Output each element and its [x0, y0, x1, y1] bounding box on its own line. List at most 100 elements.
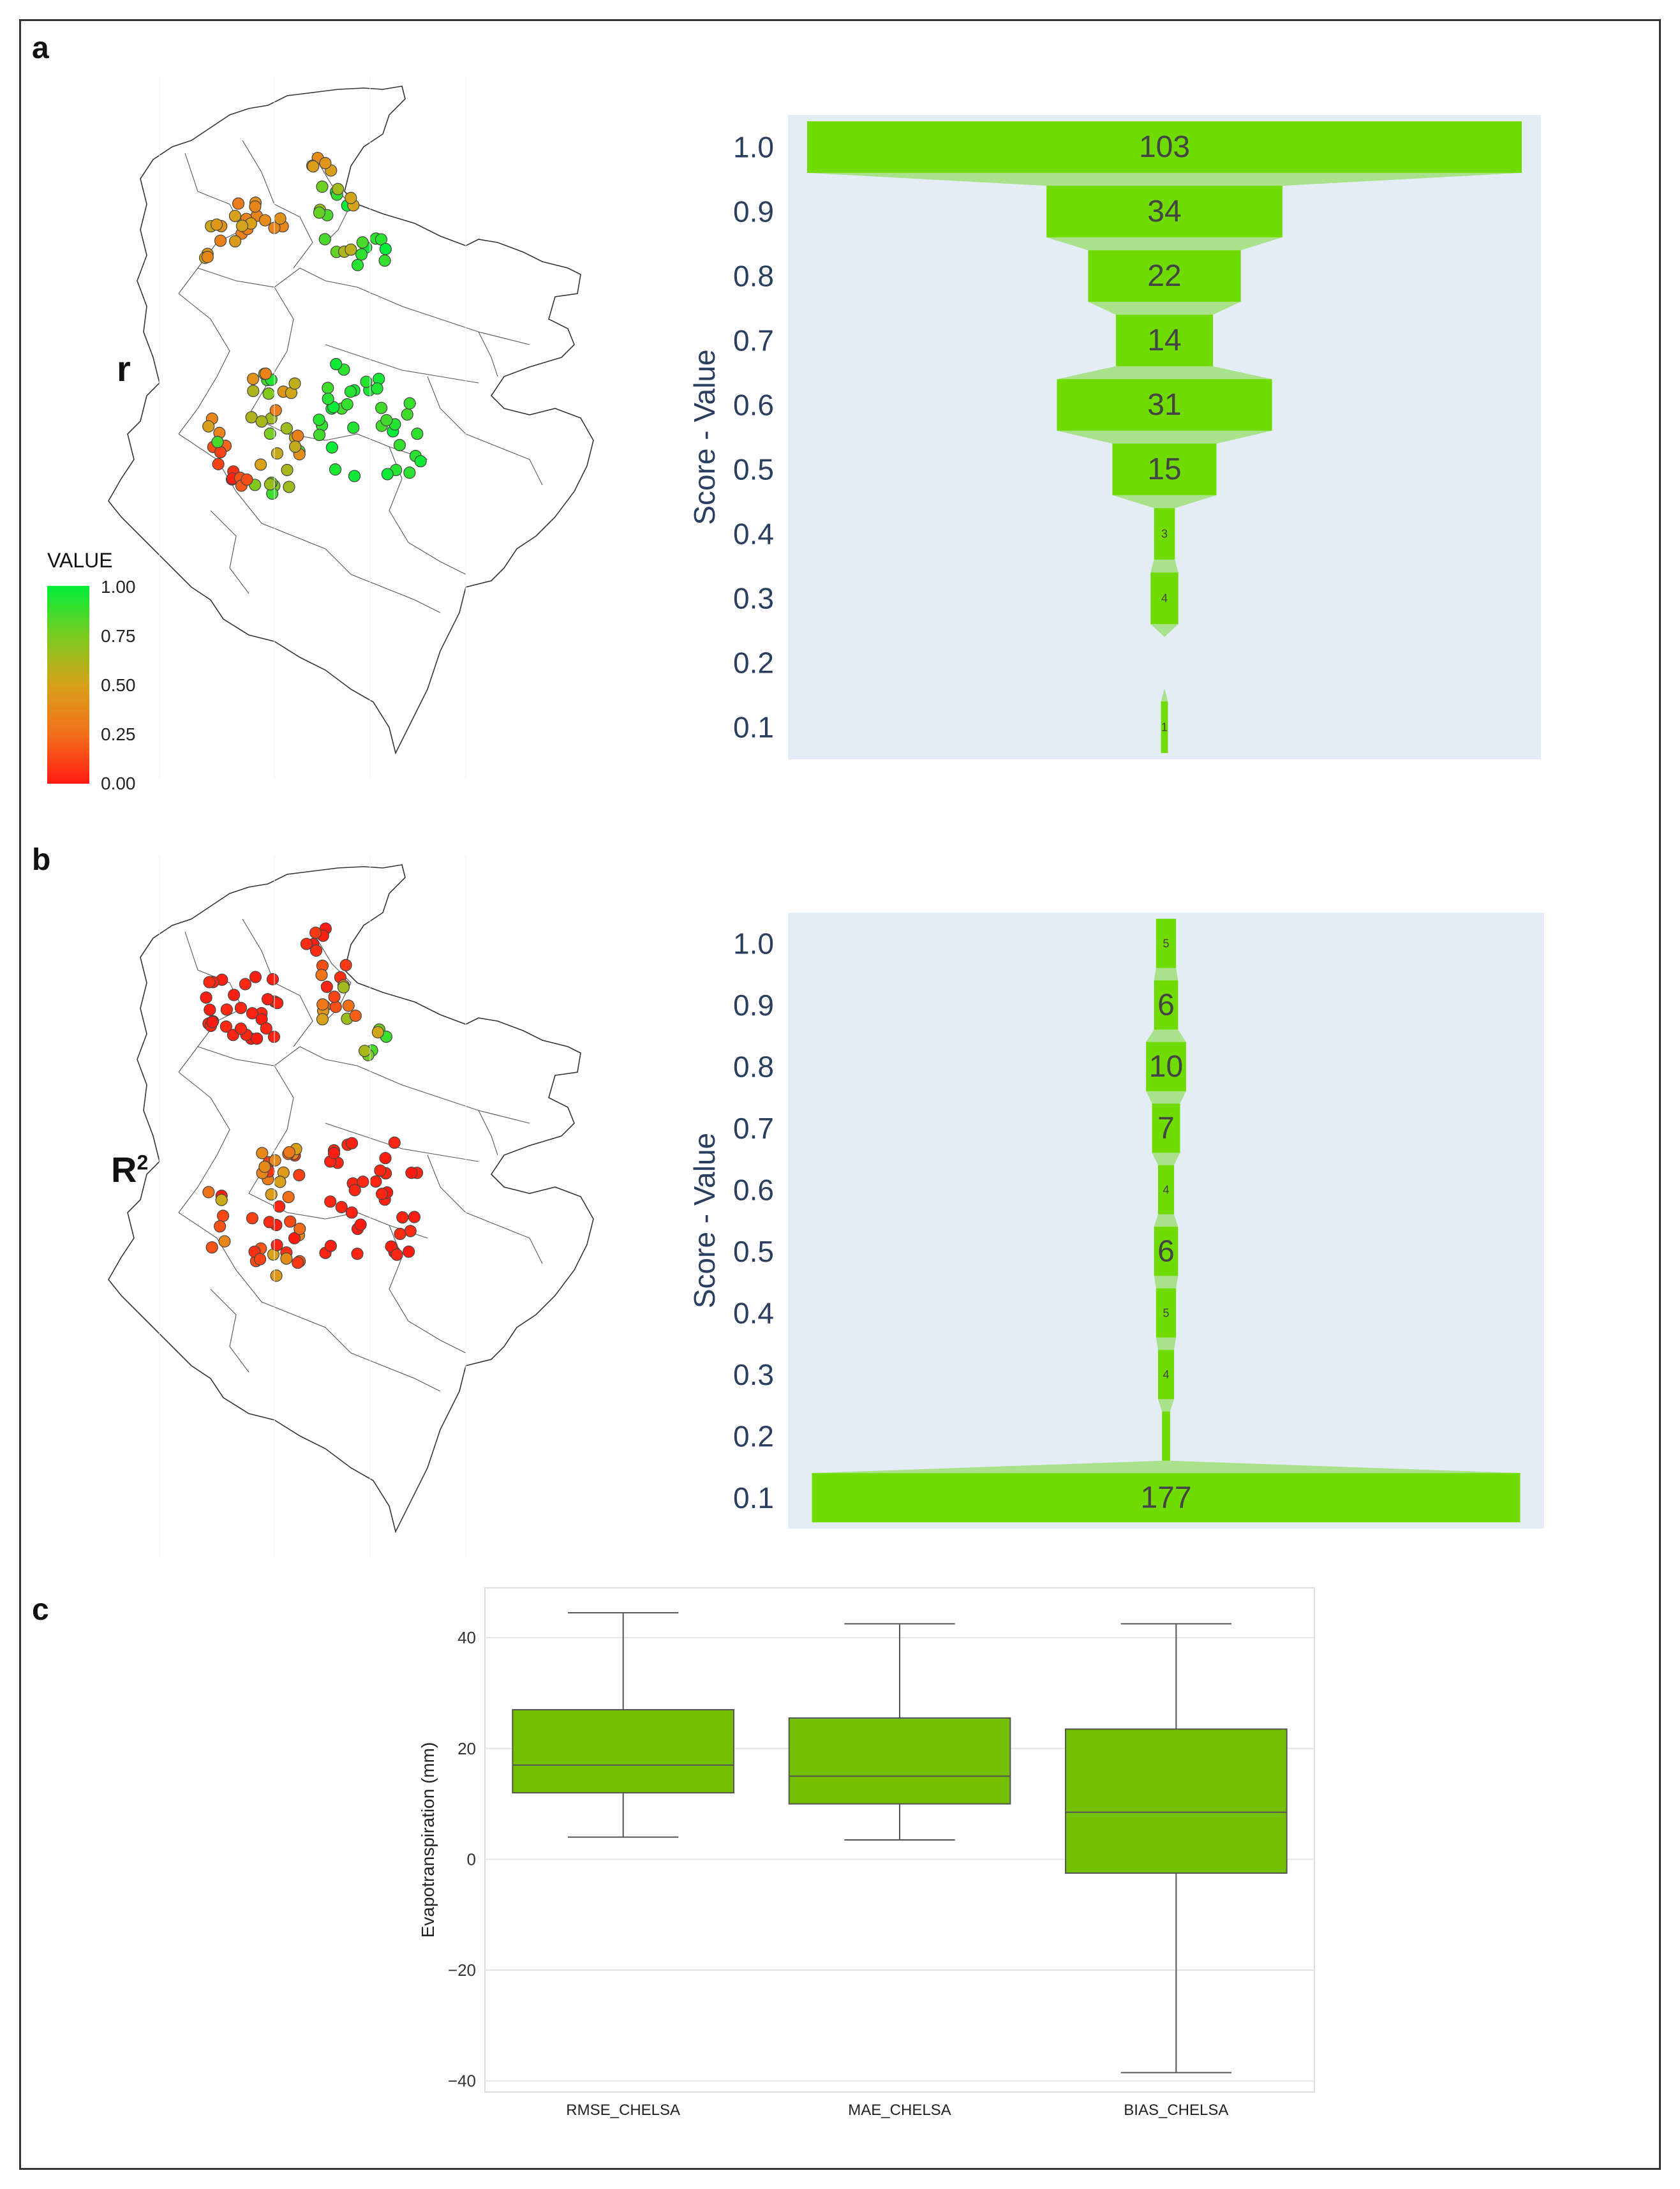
funnel-bar — [1154, 508, 1175, 560]
station-point — [319, 157, 332, 170]
station-point — [271, 1239, 283, 1251]
station-point — [214, 446, 227, 459]
funnel-category-tick: 0.8 — [733, 1050, 774, 1083]
funnel-bar — [1057, 379, 1272, 431]
funnel-bar — [1154, 980, 1178, 1030]
legend-tick: 0.00 — [101, 773, 136, 793]
station-point — [349, 1009, 362, 1022]
station-point — [315, 969, 328, 982]
station-point — [282, 1191, 295, 1204]
funnel-bar — [1115, 315, 1214, 366]
station-point — [357, 1176, 369, 1188]
station-point — [408, 1211, 421, 1223]
legend-tick: 0.75 — [101, 626, 136, 646]
funnel-bar — [812, 1473, 1520, 1523]
funnel-value-label: 5 — [1163, 937, 1169, 950]
funnel-category-tick: 0.9 — [733, 195, 774, 228]
funnel-category-tick: 0.1 — [733, 711, 774, 744]
funnel-bar — [1152, 1103, 1180, 1153]
station-point — [348, 470, 361, 482]
station-point — [234, 1022, 248, 1035]
funnel-chart-b: 5 1.0 6 0.9 10 0.8 7 0.7 4 0.6 6 0.5 5 0.4 4 0.3 0.2 177 0… — [688, 913, 1544, 1528]
station-point — [217, 1209, 230, 1222]
funnel-bar — [1161, 701, 1168, 753]
station-point — [211, 435, 224, 449]
station-point — [342, 999, 355, 1012]
station-point — [256, 1147, 269, 1160]
station-point — [235, 220, 249, 232]
box-y-tick-label: 40 — [457, 1628, 476, 1647]
station-point — [411, 428, 424, 440]
station-point — [228, 235, 242, 248]
department-boundary — [197, 267, 358, 288]
funnel-bar — [1146, 1042, 1186, 1091]
department-boundary — [242, 918, 313, 1047]
funnel-value-label: 103 — [1139, 130, 1190, 164]
station-point — [214, 234, 227, 247]
funnel-bar — [1156, 1288, 1177, 1338]
station-point — [292, 430, 304, 442]
legend-tick: 1.00 — [101, 577, 136, 597]
box-y-tick-label: 0 — [467, 1849, 476, 1869]
funnel-bar — [1157, 1165, 1175, 1214]
station-point — [201, 251, 214, 264]
station-point — [271, 447, 283, 460]
box-y-tick-label: −20 — [448, 1961, 476, 1980]
station-point — [280, 1252, 293, 1265]
department-boundary — [210, 1289, 249, 1373]
box-iqr — [788, 1717, 1011, 1805]
station-point — [265, 1188, 278, 1201]
station-point — [234, 1001, 248, 1014]
funnel-category-tick: 0.8 — [733, 260, 774, 293]
funnel-category-tick: 0.1 — [733, 1481, 774, 1514]
station-point — [313, 414, 325, 426]
station-point — [294, 1222, 306, 1236]
station-point — [288, 377, 301, 390]
funnel-connector — [1112, 495, 1217, 509]
station-point — [255, 458, 267, 471]
funnel-connector — [1057, 366, 1272, 380]
station-point — [329, 1001, 342, 1013]
station-point — [403, 467, 416, 479]
funnel-category-tick: 0.9 — [733, 989, 774, 1022]
funnel-connector — [1154, 1276, 1178, 1289]
station-point — [258, 214, 272, 227]
station-point — [210, 218, 223, 231]
funnel-value-label: 31 — [1147, 388, 1181, 422]
station-point — [345, 191, 357, 204]
station-point — [329, 463, 342, 476]
department-boundary — [178, 433, 326, 549]
funnel-category-tick: 1.0 — [733, 131, 774, 164]
department-boundary — [178, 1072, 230, 1213]
funnel-category-tick: 0.2 — [733, 646, 774, 680]
station-point — [379, 1152, 392, 1165]
station-point — [292, 1256, 304, 1269]
funnel-value-label: 6 — [1157, 988, 1175, 1022]
station-point — [247, 373, 260, 385]
station-point — [249, 200, 262, 213]
station-point — [358, 1045, 371, 1057]
station-point — [293, 1169, 306, 1181]
station-point — [341, 398, 353, 411]
funnel-bar — [1154, 1227, 1178, 1276]
station-point — [390, 1248, 403, 1261]
funnel-connector — [1156, 1337, 1177, 1350]
funnel-value-label: 34 — [1147, 195, 1181, 228]
funnel-connector — [1150, 559, 1178, 573]
map-b-metric-main: R — [111, 1149, 137, 1190]
station-point — [405, 1167, 418, 1179]
funnel-connector — [1152, 1153, 1180, 1165]
station-point — [325, 441, 338, 454]
station-point — [360, 375, 373, 388]
station-point — [318, 233, 331, 246]
station-point — [205, 1241, 218, 1254]
station-point — [260, 1022, 272, 1035]
station-point — [369, 1175, 382, 1188]
station-point — [313, 428, 326, 442]
station-point — [228, 989, 241, 1001]
station-point — [215, 1193, 228, 1206]
funnel-y-axis-label: Score - Value — [688, 349, 721, 525]
funnel-chart-a: 103 1.0 34 0.9 22 0.8 14 0.7 31 0.6 15 0.5 3 0.4 4 0.3 0… — [688, 115, 1541, 759]
funnel-category-tick: 0.4 — [733, 518, 774, 551]
funnel-connector — [1157, 1399, 1175, 1412]
